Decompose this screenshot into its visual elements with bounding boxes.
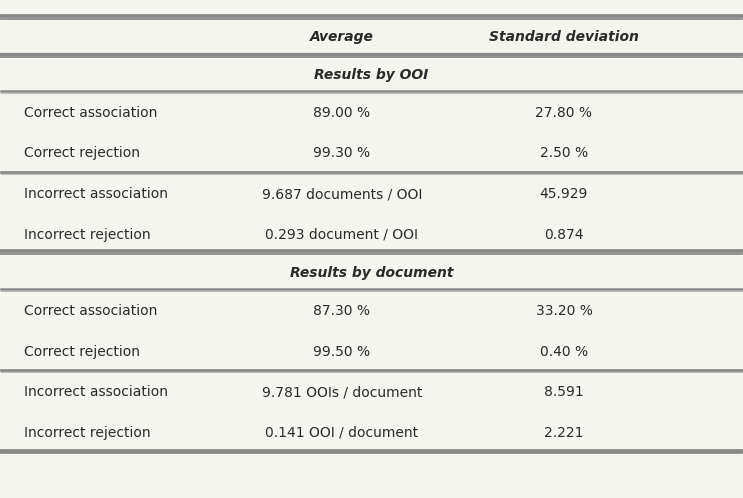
Text: Correct rejection: Correct rejection xyxy=(24,146,140,160)
Text: 0.40 %: 0.40 % xyxy=(540,345,588,359)
Text: 8.591: 8.591 xyxy=(544,385,584,399)
Text: 99.30 %: 99.30 % xyxy=(314,146,371,160)
Text: Correct association: Correct association xyxy=(24,106,157,120)
Text: 9.781 OOIs / document: 9.781 OOIs / document xyxy=(262,385,422,399)
Text: Results by document: Results by document xyxy=(290,266,453,280)
Text: Average: Average xyxy=(310,29,374,43)
Text: 87.30 %: 87.30 % xyxy=(314,304,371,318)
Text: Correct association: Correct association xyxy=(24,304,157,318)
Text: 9.687 documents / OOI: 9.687 documents / OOI xyxy=(262,187,422,201)
Text: 45.929: 45.929 xyxy=(539,187,588,201)
Text: Results by OOI: Results by OOI xyxy=(314,68,429,82)
Text: 0.874: 0.874 xyxy=(544,228,584,242)
Text: Standard deviation: Standard deviation xyxy=(489,29,639,43)
Text: Incorrect rejection: Incorrect rejection xyxy=(24,426,150,440)
Text: 0.293 document / OOI: 0.293 document / OOI xyxy=(265,228,418,242)
Text: 2.221: 2.221 xyxy=(544,426,584,440)
Text: 33.20 %: 33.20 % xyxy=(536,304,592,318)
Text: 0.141 OOI / document: 0.141 OOI / document xyxy=(265,426,418,440)
Text: 27.80 %: 27.80 % xyxy=(536,106,592,120)
Text: Correct rejection: Correct rejection xyxy=(24,345,140,359)
Text: 2.50 %: 2.50 % xyxy=(540,146,588,160)
Text: Incorrect association: Incorrect association xyxy=(24,385,168,399)
Text: Incorrect rejection: Incorrect rejection xyxy=(24,228,150,242)
Text: Incorrect association: Incorrect association xyxy=(24,187,168,201)
Text: 99.50 %: 99.50 % xyxy=(314,345,371,359)
Text: 89.00 %: 89.00 % xyxy=(314,106,371,120)
